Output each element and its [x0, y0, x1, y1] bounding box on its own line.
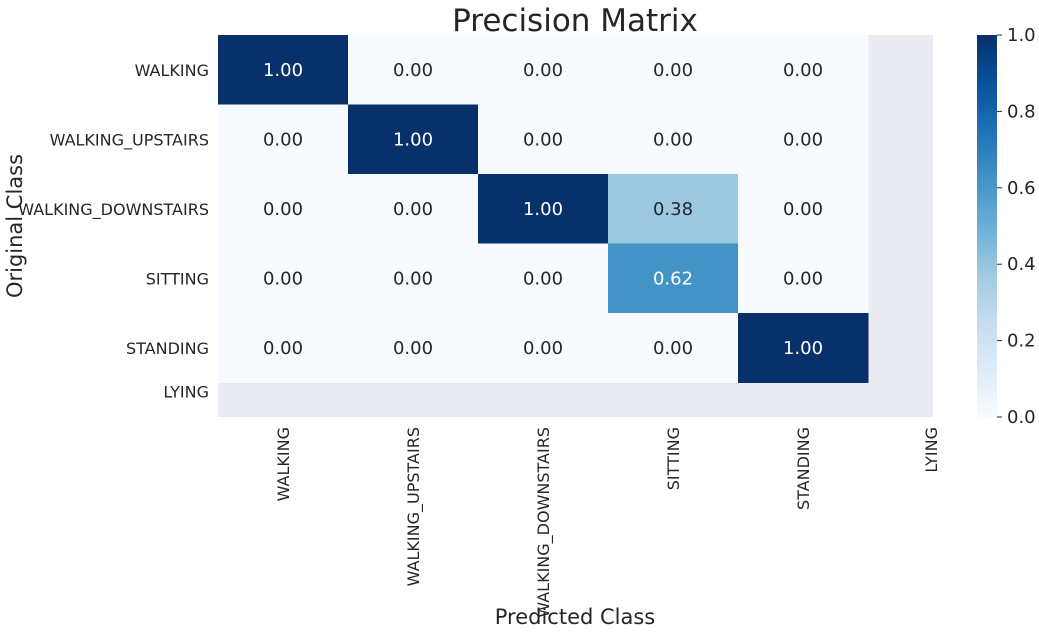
- heatmap-cell: [478, 174, 609, 244]
- y-tick-label: WALKING_DOWNSTAIRS: [18, 200, 209, 220]
- cell-annotation: 0.00: [523, 129, 563, 150]
- cell-annotation: 0.00: [393, 338, 433, 359]
- cell-annotation: 0.00: [523, 60, 563, 81]
- x-tick-label: WALKING: [274, 427, 293, 501]
- heatmap-cell: [738, 313, 869, 383]
- colorbar-tick-label: 1.0: [1007, 25, 1036, 46]
- heatmap-cell: [348, 104, 479, 175]
- y-tick-label: STANDING: [126, 339, 209, 358]
- y-tick-label: LYING: [163, 383, 209, 402]
- cell-annotation: 0.00: [523, 338, 563, 359]
- cell-annotations: 1.00 0.00 0.00 0.00 0.00 0.00 1.00 0.00 0.00 0.00…: [263, 60, 823, 359]
- cell-annotation: 0.00: [393, 60, 433, 81]
- x-tick-labels: WALKING WALKING_UPSTAIRS WALKING_DOWNSTAIR…: [274, 427, 941, 618]
- cell-annotation: 0.00: [783, 199, 823, 220]
- colorbar-tick-label: 0.4: [1007, 254, 1036, 275]
- heatmap-cell: [478, 313, 609, 383]
- cell-annotation: 0.62: [653, 268, 693, 289]
- cell-annotation: 1.00: [393, 129, 433, 150]
- heatmap-cell: [348, 313, 479, 383]
- colorbar-tick-label: 0.6: [1007, 178, 1036, 199]
- heatmap-cell: [478, 243, 609, 314]
- heatmap-cell: [738, 174, 869, 244]
- heatmap-cell: [608, 35, 739, 105]
- x-axis-title: Predicted Class: [495, 605, 656, 629]
- heatmap-cell: [478, 35, 609, 105]
- heatmap-cell: [608, 313, 739, 383]
- cell-annotation: 0.38: [653, 199, 693, 220]
- cell-annotation: 0.00: [393, 199, 433, 220]
- heatmap-cells: [218, 35, 869, 383]
- cell-annotation: 0.00: [653, 60, 693, 81]
- heatmap-cell: [738, 243, 869, 314]
- cell-annotation: 0.00: [263, 268, 303, 289]
- cell-annotation: 1.00: [783, 338, 823, 359]
- heatmap-cell: [738, 35, 869, 105]
- heatmap-cell: [348, 243, 479, 314]
- y-tick-label: WALKING: [135, 61, 209, 80]
- heatmap-cell: [218, 35, 349, 105]
- cell-annotation: 0.00: [393, 268, 433, 289]
- y-axis-title: Original Class: [3, 154, 27, 298]
- cell-annotation: 0.00: [263, 129, 303, 150]
- heatmap-cell: [218, 104, 349, 175]
- cell-annotation: 0.00: [263, 338, 303, 359]
- heatmap-cell: [738, 104, 869, 175]
- cell-annotation: 0.00: [523, 268, 563, 289]
- heatmap-cell: [218, 313, 349, 383]
- x-tick-label: WALKING_UPSTAIRS: [404, 427, 424, 586]
- y-tick-label: SITTING: [146, 269, 209, 288]
- cell-annotation: 0.00: [653, 338, 693, 359]
- y-tick-label: WALKING_UPSTAIRS: [50, 130, 209, 150]
- heatmap-cell: [218, 174, 349, 244]
- colorbar-tick-label: 0.2: [1007, 331, 1036, 352]
- heatmap-cell: [348, 174, 479, 244]
- colorbar: [977, 35, 997, 417]
- heatmap-cell: [608, 104, 739, 175]
- colorbar-ticks: 0.0 0.2 0.4 0.6 0.8 1.0: [997, 25, 1036, 428]
- heatmap-cell: [218, 243, 349, 314]
- colorbar-tick-label: 0.0: [1007, 407, 1036, 428]
- cell-annotation: 0.00: [783, 60, 823, 81]
- x-tick-label: WALKING_DOWNSTAIRS: [534, 427, 554, 618]
- heatmap-cell: [348, 35, 479, 105]
- cell-annotation: 1.00: [523, 199, 563, 220]
- colorbar-tick-label: 0.8: [1007, 101, 1036, 122]
- y-tick-labels: WALKING WALKING_UPSTAIRS WALKING_DOWNSTAIR…: [18, 61, 209, 402]
- x-tick-label: STANDING: [794, 427, 813, 510]
- x-tick-label: SITTING: [664, 427, 683, 490]
- cell-annotation: 0.00: [783, 129, 823, 150]
- heatmap-cell: [478, 104, 609, 175]
- heatmap-cell: [608, 174, 739, 244]
- cell-annotation: 0.00: [783, 268, 823, 289]
- heatmap-cell: [608, 243, 739, 314]
- cell-annotation: 0.00: [653, 129, 693, 150]
- cell-annotation: 1.00: [263, 60, 303, 81]
- x-tick-label: LYING: [922, 427, 941, 473]
- cell-annotation: 0.00: [263, 199, 303, 220]
- chart-title: Precision Matrix: [452, 3, 698, 39]
